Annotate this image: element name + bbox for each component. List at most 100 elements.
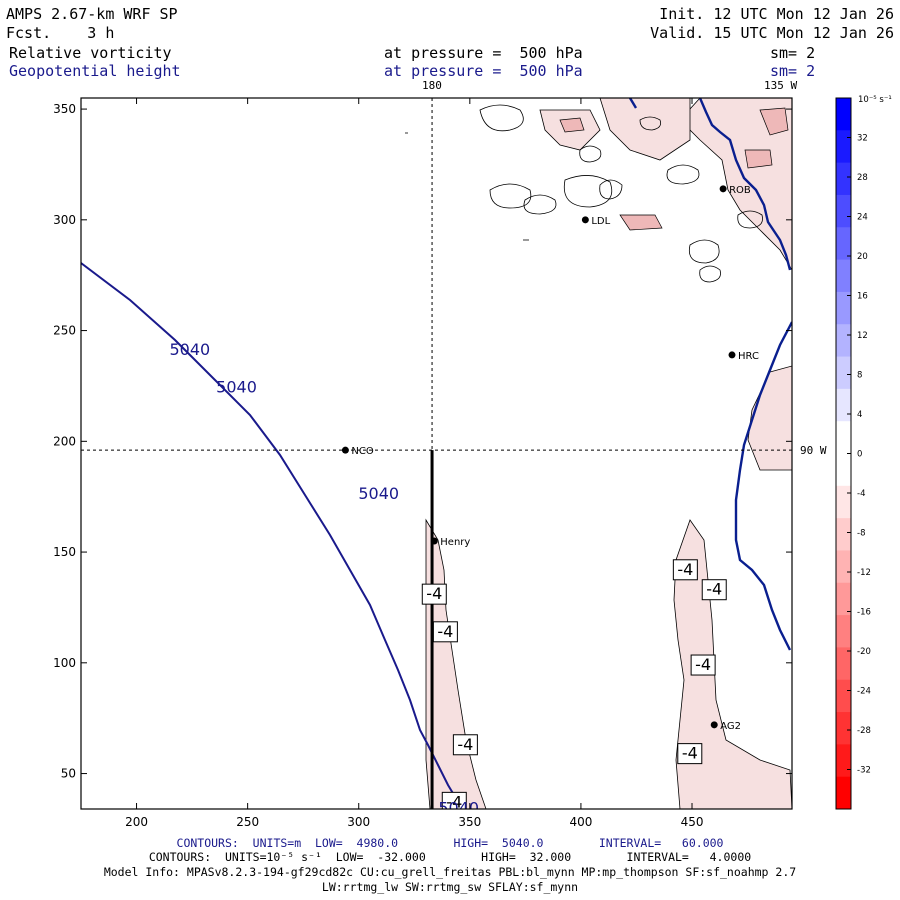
colorbar-swatch: [836, 712, 851, 745]
station-label: ROB: [729, 185, 751, 196]
colorbar-swatch: [836, 356, 851, 390]
colorbar-swatch: [836, 259, 851, 293]
colorbar-swatch: [836, 130, 851, 164]
coastlines: [628, 98, 792, 651]
height-contour-label: 5040: [216, 378, 257, 397]
x-tick-label: 250: [236, 815, 259, 829]
y-tick-label: 300: [53, 213, 76, 227]
colorbar-tick-label: 8: [857, 371, 862, 381]
colorbar-tick-label: 16: [857, 292, 868, 302]
colorbar-tick-label: -16: [857, 608, 871, 618]
colorbar-units: 10⁻⁵ s⁻¹: [858, 95, 892, 105]
coast-top: [628, 98, 638, 109]
vorticity-contour-label: -4: [701, 579, 727, 601]
colorbar-tick-label: -20: [857, 647, 871, 657]
vorticity-label-box: [690, 654, 716, 676]
colorbar-swatch: [836, 421, 851, 454]
vorticity-label-text: -4: [437, 622, 453, 641]
y-tick-label: 200: [53, 434, 76, 448]
vort-core-3: [619, 214, 663, 231]
lon-label-90w: 90 W: [800, 444, 827, 457]
station-marker: [719, 185, 727, 193]
plot-frame: [80, 97, 793, 810]
coast-northeast: [698, 98, 792, 271]
vorticity-label-text: -4: [426, 584, 442, 603]
y-tick-label: 100: [53, 656, 76, 670]
colorbar-swatch: [836, 194, 851, 228]
colorbar-tick-label: 0: [857, 450, 862, 460]
vorticity-label-box: [701, 579, 727, 601]
vorticity-shading: [425, 98, 792, 809]
vort-core-2: [744, 149, 773, 169]
vorticity-contour-label: -4: [421, 583, 447, 605]
field2-name: Geopotential height: [9, 62, 181, 80]
colorbar-tick-label: 24: [857, 213, 868, 223]
station-marker: [430, 537, 438, 545]
colorbar-tick-label: 32: [857, 134, 868, 144]
x-tick-label: 300: [347, 815, 370, 829]
vorticity-label-box: [432, 621, 458, 643]
valid-time: Valid. 15 UTC Mon 12 Jan 26: [650, 24, 894, 42]
vorticity-contours: [405, 104, 763, 283]
vort-core-1: [759, 107, 789, 136]
field1-name: Relative vorticity: [9, 44, 172, 62]
vorticity-label-box: [452, 734, 478, 756]
init-time: Init. 12 UTC Mon 12 Jan 26: [659, 5, 894, 23]
height-contour-label: 5040: [358, 484, 399, 503]
height-contour-5040: [81, 262, 461, 806]
field2-pressure: at pressure = 500 hPa: [384, 62, 583, 80]
station-label: Henry: [440, 537, 470, 548]
colorbar-swatch: [836, 582, 851, 616]
vorticity-label-box: [421, 583, 447, 605]
colorbar-tick-label: -32: [857, 766, 871, 776]
vort-region-east-mid: [747, 365, 792, 471]
colorbar-swatch: [836, 324, 851, 358]
contour-info-height: CONTOURS: UNITS=m LOW= 4980.0 HIGH= 5040…: [176, 836, 724, 850]
colorbar-tick-label: 20: [857, 252, 868, 262]
model-title: AMPS 2.67-km WRF SP: [6, 5, 178, 23]
vorticity-label-text: -4: [446, 792, 462, 811]
colorbar-swatch: [836, 615, 851, 648]
station-label: NCO: [351, 446, 373, 457]
vort-region-top-right: [679, 98, 792, 271]
model-info-physics: LW:rrtmg_lw SW:rrtmg_sw SFLAY:sf_mynn: [321, 880, 579, 894]
colorbar-swatch: [836, 550, 851, 584]
lon-label-180: 180: [422, 79, 442, 92]
vorticity-label-text: -4: [457, 735, 473, 754]
forecast-hour: Fcst. 3 h: [6, 24, 115, 42]
vorticity-contour-label: -4: [432, 621, 458, 643]
colorbar-swatch: [836, 518, 851, 551]
vort-region-column: [425, 518, 487, 809]
field1-smooth: sm= 2: [770, 44, 816, 62]
vorticity-label-box: [441, 791, 467, 809]
x-tick-label: 450: [681, 815, 704, 829]
vorticity-contour-label: -4: [690, 654, 716, 676]
y-tick-label: 50: [61, 767, 76, 781]
colorbar-tick-label: -4: [857, 489, 865, 499]
colorbar-tick-label: -12: [857, 568, 871, 578]
station-label: LDL: [591, 216, 610, 227]
colorbar-tick-label: -28: [857, 726, 871, 736]
vorticity-contour-label: -4: [672, 559, 698, 581]
lon-label-135w: 135 W: [764, 79, 798, 92]
vorticity-contour-label: -4: [677, 743, 703, 765]
colorbar-swatch: [836, 485, 851, 519]
vorticity-contour-label: -4: [441, 791, 467, 811]
x-tick-label: 350: [458, 815, 481, 829]
colorbar-swatch: [836, 453, 851, 487]
colorbar-tick-label: -8: [857, 529, 865, 539]
model-info: Model Info: MPASv8.2.3-194-gf29cd82c CU:…: [103, 865, 797, 879]
y-tick-label: 150: [53, 545, 76, 559]
station-marker: [581, 216, 589, 224]
vorticity-shading-strong: [559, 107, 789, 231]
x-tick-label: 400: [569, 815, 592, 829]
station-marker: [341, 446, 349, 454]
station-marker: [728, 351, 736, 359]
colorbar-swatch: [836, 227, 851, 261]
colorbar-tick-label: 4: [857, 410, 862, 420]
vorticity-label-text: -4: [677, 560, 693, 579]
map-layer: -4 -4 -4 -4 -4 -4 -4 -4 5040 5040 5040 5040 NCO Hen…: [81, 98, 792, 811]
colorbar-swatch: [836, 162, 851, 196]
station-marker: [710, 721, 718, 729]
